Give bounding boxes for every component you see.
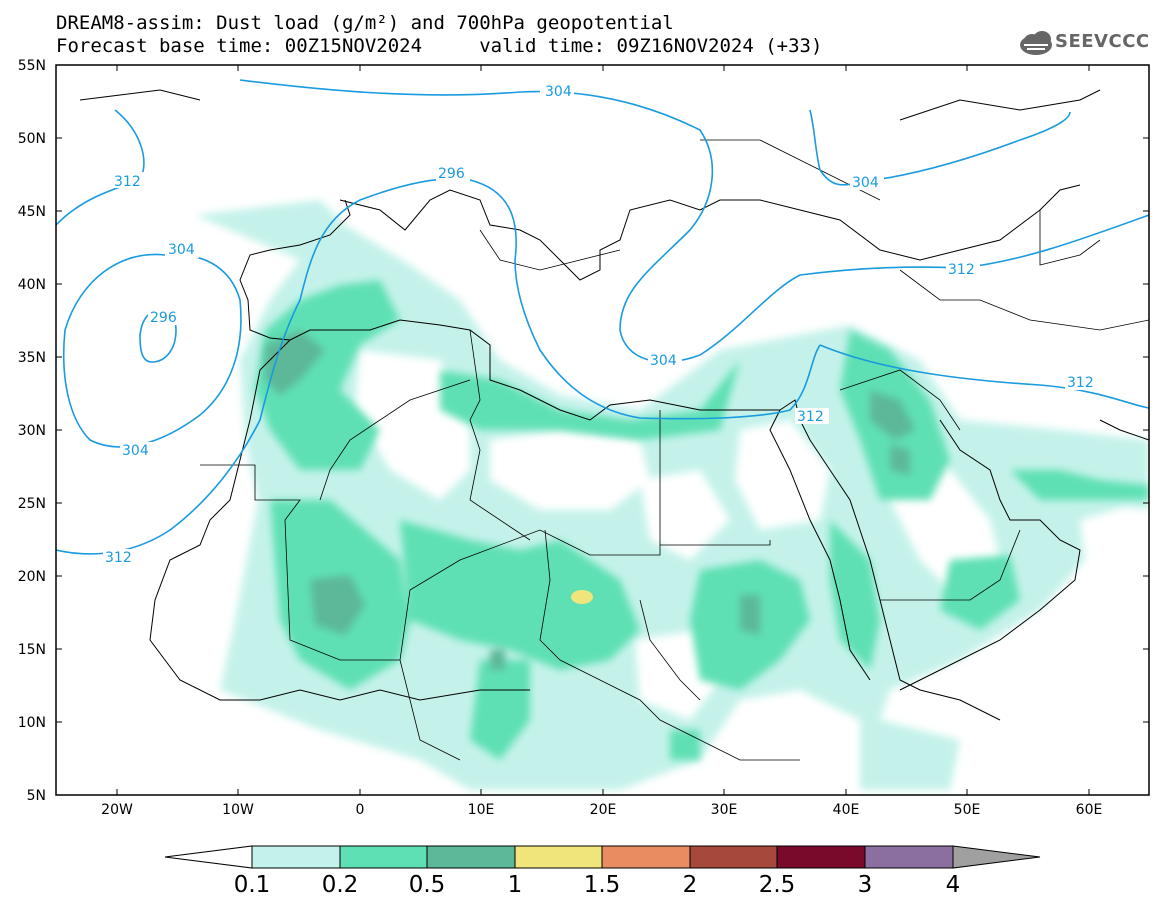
dust-max-patch <box>571 590 593 604</box>
contour-label: 304 <box>852 175 879 191</box>
colorbar-swatch <box>426 845 516 869</box>
lat-tick-label: 15N <box>18 642 46 658</box>
lat-ticks: 55N 50N 45N 40N 35N 30N 25N 20N 15N 10N … <box>18 58 1149 804</box>
colorbar-over-arrow <box>952 845 1041 869</box>
contour-label: 312 <box>1067 375 1094 391</box>
colorbar-label: 1 <box>507 872 523 898</box>
colorbar-label: 0.2 <box>321 872 359 898</box>
lon-tick-label: 0 <box>356 802 365 818</box>
colorbar-swatch <box>251 845 341 869</box>
lon-tick-label: 10E <box>468 802 495 818</box>
lon-tick-label: 30E <box>711 802 738 818</box>
lon-tick-label: 40E <box>833 802 860 818</box>
map-title-line2: Forecast base time: 00Z15NOV2024 valid t… <box>56 35 823 57</box>
colorbar-label: 0.1 <box>233 872 271 898</box>
contour-label: 304 <box>650 353 677 369</box>
colorbar-label: 2 <box>682 872 698 898</box>
contour-label: 304 <box>168 242 195 258</box>
colorbar-swatch <box>776 845 866 869</box>
contour-label: 304 <box>545 84 572 100</box>
contour-label: 296 <box>150 310 177 326</box>
contour-label: 312 <box>797 409 824 425</box>
lat-tick-label: 5N <box>27 788 46 804</box>
lat-tick-label: 45N <box>18 204 46 220</box>
country-borders <box>200 139 1149 761</box>
contour-labels: 304 312 296 296 304 304 312 304 312 312 … <box>103 83 1099 566</box>
contour-label: 312 <box>114 174 141 190</box>
lat-tick-label: 50N <box>18 131 46 147</box>
colorbar-swatch <box>864 845 954 869</box>
lat-tick-label: 10N <box>18 715 46 731</box>
colorbar-label: 0.5 <box>408 872 446 898</box>
lat-tick-label: 30N <box>18 423 46 439</box>
lon-tick-label: 10W <box>222 802 254 818</box>
cloud-logo-icon <box>1020 31 1052 55</box>
contour-label: 312 <box>948 262 975 278</box>
colorbar-swatch <box>601 845 691 869</box>
lon-tick-label: 50E <box>954 802 981 818</box>
colorbar <box>164 845 1041 869</box>
colorbar-label: 1.5 <box>583 872 621 898</box>
contour-label: 304 <box>122 443 149 459</box>
lon-tick-label: 20W <box>101 802 133 818</box>
map-title-line1: DREAM8-assim: Dust load (g/m²) and 700hP… <box>56 12 674 34</box>
lon-tick-label: 20E <box>590 802 617 818</box>
contour-label: 312 <box>105 550 132 566</box>
coastlines <box>79 89 1149 721</box>
colorbar-swatch <box>339 845 428 869</box>
lon-ticks: 20W 10W 0 10E 20E 30E 40E 50E 60E <box>101 65 1102 818</box>
colorbar-label: 3 <box>857 872 873 898</box>
colorbar-swatch <box>514 845 603 869</box>
colorbar-label: 4 <box>945 872 961 898</box>
lat-tick-label: 25N <box>18 496 46 512</box>
colorbar-label: 2.5 <box>758 872 796 898</box>
lat-tick-label: 55N <box>18 58 46 74</box>
contour-label: 296 <box>438 166 465 182</box>
logo-text: SEEVCCC <box>1055 31 1150 52</box>
lat-tick-label: 35N <box>18 350 46 366</box>
colorbar-swatch <box>689 845 778 869</box>
lon-tick-label: 60E <box>1076 802 1103 818</box>
dust-fields <box>195 200 1149 790</box>
colorbar-under-arrow <box>164 845 253 869</box>
lat-tick-label: 40N <box>18 277 46 293</box>
lat-tick-label: 20N <box>18 569 46 585</box>
